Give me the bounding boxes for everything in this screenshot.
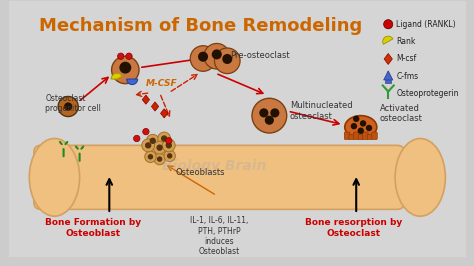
Circle shape — [212, 49, 222, 59]
Circle shape — [148, 154, 153, 160]
Circle shape — [357, 127, 364, 134]
Circle shape — [366, 125, 372, 131]
Text: M-csf: M-csf — [396, 55, 417, 64]
Text: Osteoclast
progenitor cell: Osteoclast progenitor cell — [46, 94, 101, 113]
Circle shape — [270, 108, 279, 118]
Text: Multinucleated
osteoclast: Multinucleated osteoclast — [290, 101, 353, 121]
Ellipse shape — [158, 132, 171, 145]
Circle shape — [145, 142, 151, 148]
FancyBboxPatch shape — [372, 132, 377, 139]
FancyBboxPatch shape — [34, 145, 404, 209]
Circle shape — [198, 52, 208, 62]
Wedge shape — [127, 79, 137, 85]
Text: Bone Formation by
Osteoblast: Bone Formation by Osteoblast — [45, 218, 141, 238]
Ellipse shape — [142, 139, 155, 152]
Ellipse shape — [154, 153, 165, 165]
Circle shape — [222, 54, 232, 64]
Circle shape — [111, 56, 139, 84]
Circle shape — [252, 98, 287, 133]
Circle shape — [143, 128, 149, 135]
Circle shape — [64, 102, 72, 111]
Circle shape — [167, 153, 173, 159]
FancyBboxPatch shape — [363, 132, 368, 139]
Ellipse shape — [164, 150, 175, 161]
Wedge shape — [383, 36, 393, 44]
Circle shape — [157, 156, 163, 162]
Circle shape — [134, 135, 140, 142]
Polygon shape — [384, 53, 392, 64]
Text: Biology Brain: Biology Brain — [162, 159, 267, 173]
Ellipse shape — [153, 141, 166, 154]
Circle shape — [58, 97, 78, 117]
Ellipse shape — [395, 139, 446, 216]
Circle shape — [118, 53, 124, 59]
Text: Ligand (RANKL): Ligand (RANKL) — [396, 20, 456, 29]
FancyBboxPatch shape — [354, 132, 359, 139]
Text: M-CSF: M-CSF — [146, 79, 178, 88]
Circle shape — [259, 108, 268, 118]
Text: Osteoblasts: Osteoblasts — [175, 168, 225, 177]
Ellipse shape — [345, 116, 377, 139]
Circle shape — [165, 142, 172, 148]
Polygon shape — [383, 71, 393, 80]
Circle shape — [353, 116, 359, 122]
Ellipse shape — [146, 134, 159, 147]
Text: Bone resorption by
Osteoclast: Bone resorption by Osteoclast — [305, 218, 402, 238]
Circle shape — [204, 43, 229, 69]
Text: Pre-osteoclast: Pre-osteoclast — [230, 51, 290, 60]
Text: Activated
osteoclast: Activated osteoclast — [380, 104, 423, 123]
Ellipse shape — [29, 139, 80, 216]
Text: IL-1, IL-6, IL-11,
PTH, PTHrP
induces
Osteoblast: IL-1, IL-6, IL-11, PTH, PTHrP induces Os… — [190, 216, 248, 256]
Circle shape — [150, 138, 156, 144]
Text: Osteoprotegerin: Osteoprotegerin — [396, 89, 459, 98]
FancyBboxPatch shape — [9, 1, 466, 257]
Polygon shape — [142, 95, 150, 104]
FancyBboxPatch shape — [358, 134, 364, 139]
Circle shape — [156, 144, 163, 151]
Circle shape — [126, 53, 132, 59]
FancyBboxPatch shape — [367, 134, 373, 139]
Ellipse shape — [145, 151, 156, 163]
Polygon shape — [151, 102, 159, 111]
Circle shape — [360, 120, 366, 127]
Circle shape — [351, 123, 357, 129]
Bar — [385, 80, 392, 83]
Text: Rank: Rank — [396, 37, 416, 46]
FancyBboxPatch shape — [349, 134, 355, 139]
Wedge shape — [111, 73, 122, 79]
Circle shape — [161, 135, 167, 142]
Ellipse shape — [163, 139, 175, 152]
Polygon shape — [161, 109, 168, 118]
Circle shape — [383, 20, 393, 29]
Circle shape — [214, 48, 240, 74]
FancyBboxPatch shape — [344, 132, 350, 139]
Text: Mechanism of Bone Remodeling: Mechanism of Bone Remodeling — [39, 17, 363, 35]
Circle shape — [119, 62, 131, 74]
Text: C-fms: C-fms — [396, 72, 419, 81]
Circle shape — [265, 116, 274, 125]
Circle shape — [190, 46, 216, 71]
Circle shape — [165, 138, 172, 144]
